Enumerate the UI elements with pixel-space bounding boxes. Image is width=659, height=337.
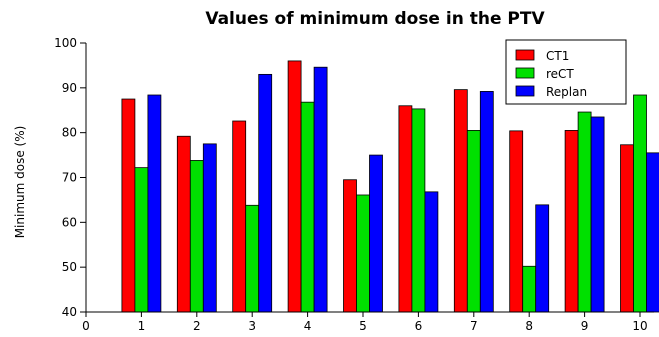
bar-replan-6 — [424, 191, 439, 313]
y-tick-label: 60 — [62, 215, 77, 229]
bar-rect-6 — [411, 108, 426, 313]
bar-replan-8 — [535, 204, 550, 313]
x-tick-label: 10 — [632, 319, 647, 333]
bar-rect-4 — [300, 101, 315, 313]
bar-replan-7 — [479, 91, 494, 313]
bar-ct1-5 — [343, 179, 357, 313]
bar-ct1-1 — [121, 98, 136, 313]
bar-ct1-7 — [453, 89, 468, 313]
bar-replan-9 — [590, 116, 605, 313]
bar-ct1-3 — [232, 120, 247, 313]
bar-rect-2 — [189, 160, 204, 313]
bar-rect-9 — [577, 111, 592, 313]
x-tick-label: 5 — [359, 319, 367, 333]
bar-ct1-4 — [287, 60, 302, 313]
bar-rect-5 — [356, 194, 370, 313]
bar-replan-4 — [313, 66, 328, 313]
x-tick-label: 1 — [138, 319, 146, 333]
y-axis-label: Minimum dose (%) — [13, 126, 27, 239]
bar-ct1-8 — [509, 130, 524, 313]
legend-label-rect: reCT — [546, 67, 574, 81]
chart-title: Values of minimum dose in the PTV — [205, 9, 545, 29]
bar-replan-1 — [147, 94, 162, 313]
legend-label-ct1: CT1 — [546, 49, 569, 63]
legend-label-replan: Replan — [546, 85, 587, 99]
bar-replan-5 — [369, 154, 383, 313]
axes-group: 40 50 60 70 80 90 100 0 1 2 3 4 5 6 7 8 9 10 — [54, 36, 654, 333]
x-tick-label: 8 — [525, 319, 533, 333]
y-tick-label: 80 — [62, 126, 77, 140]
bar-rect-8 — [522, 265, 537, 313]
bar-ct1-9 — [564, 130, 579, 313]
bar-ct1-10 — [620, 144, 634, 313]
bar-replan-2 — [202, 143, 217, 313]
x-tick-label: 9 — [581, 319, 589, 333]
x-tick-label: 7 — [470, 319, 478, 333]
x-tick-label: 0 — [82, 319, 90, 333]
y-tick-label: 40 — [62, 305, 77, 319]
x-tick-label: 2 — [193, 319, 201, 333]
legend-swatch-replan — [515, 85, 535, 97]
y-tick-label: 50 — [62, 260, 77, 274]
y-tick-label: 70 — [62, 171, 77, 185]
bar-rect-7 — [466, 130, 481, 313]
bar-rect-1 — [134, 167, 149, 313]
legend-swatch-ct1 — [515, 49, 535, 61]
bar-replan-10 — [646, 152, 659, 313]
y-tick-label: 90 — [62, 81, 77, 95]
legend-swatch-rect — [515, 67, 535, 79]
bar-ct1-2 — [176, 135, 191, 313]
bar-replan-3 — [258, 73, 273, 313]
x-tick-label: 4 — [304, 319, 312, 333]
y-tick-label: 100 — [54, 36, 77, 50]
bars-group — [121, 60, 659, 313]
bar-rect-3 — [245, 204, 260, 313]
x-tick-label: 6 — [415, 319, 423, 333]
bar-ct1-6 — [398, 105, 413, 313]
bar-rect-10 — [633, 94, 647, 313]
x-tick-label: 3 — [248, 319, 256, 333]
legend: CT1 reCT Replan — [505, 39, 627, 105]
